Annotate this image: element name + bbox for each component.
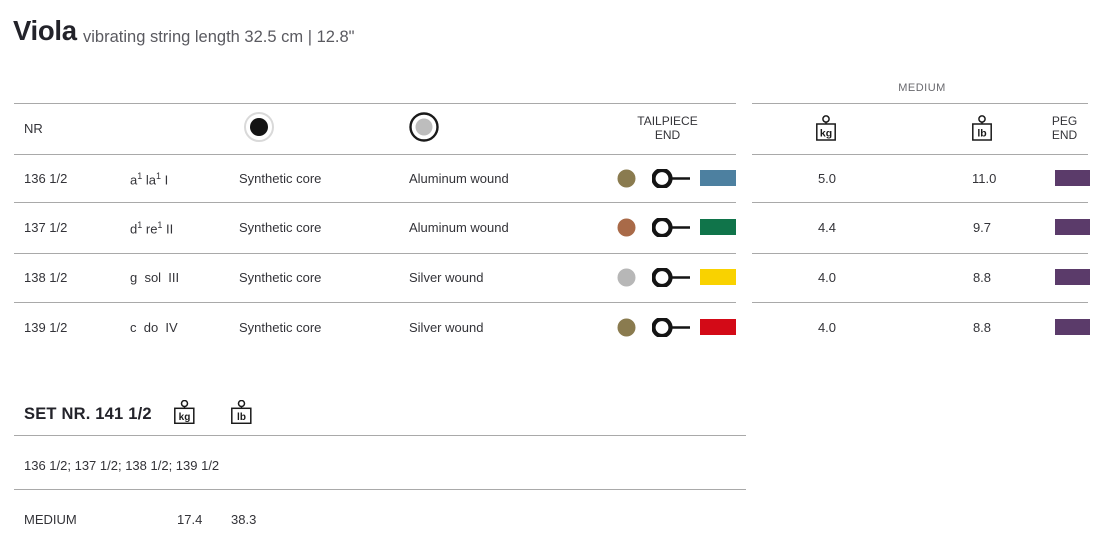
svg-text:kg: kg xyxy=(179,412,191,423)
svg-text:lb: lb xyxy=(237,412,246,423)
svg-text:kg: kg xyxy=(820,127,832,139)
svg-text:lb: lb xyxy=(977,127,986,139)
